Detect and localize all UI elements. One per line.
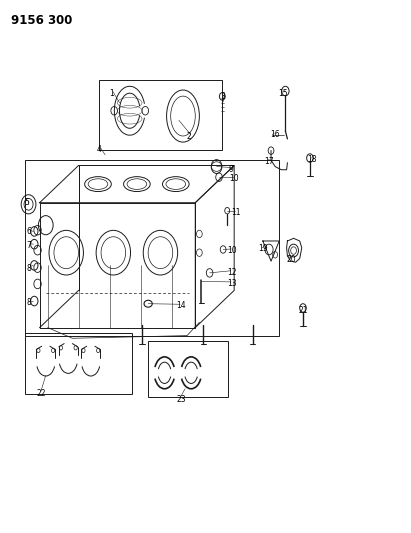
Text: 5: 5 [24, 198, 29, 207]
Text: 2: 2 [187, 132, 192, 141]
Text: 16: 16 [270, 130, 280, 139]
Text: 6: 6 [26, 228, 31, 237]
Bar [25, 160, 279, 336]
Text: 13: 13 [227, 279, 236, 288]
Text: 21: 21 [299, 305, 308, 314]
Text: 3: 3 [220, 92, 225, 101]
Text: 18: 18 [307, 155, 316, 164]
Text: 14: 14 [176, 301, 186, 310]
Text: 4: 4 [97, 145, 102, 154]
Text: 20: 20 [286, 255, 296, 264]
Bar [99, 80, 222, 150]
Text: 19: 19 [258, 245, 268, 254]
Text: 10: 10 [227, 246, 237, 255]
Text: 23: 23 [176, 395, 186, 404]
Text: 7: 7 [26, 241, 31, 250]
Text: 9: 9 [229, 165, 234, 174]
Text: 1: 1 [109, 88, 113, 98]
Text: 10: 10 [229, 174, 238, 183]
Text: 17: 17 [264, 157, 274, 166]
Bar [25, 333, 132, 394]
Text: 11: 11 [231, 208, 240, 217]
Text: 8: 8 [26, 298, 31, 307]
Bar [148, 341, 228, 397]
Text: 8: 8 [26, 264, 31, 272]
Text: 12: 12 [227, 268, 236, 277]
Text: 9156 300: 9156 300 [11, 14, 72, 27]
Text: 15: 15 [278, 89, 288, 98]
Text: 22: 22 [37, 389, 46, 398]
